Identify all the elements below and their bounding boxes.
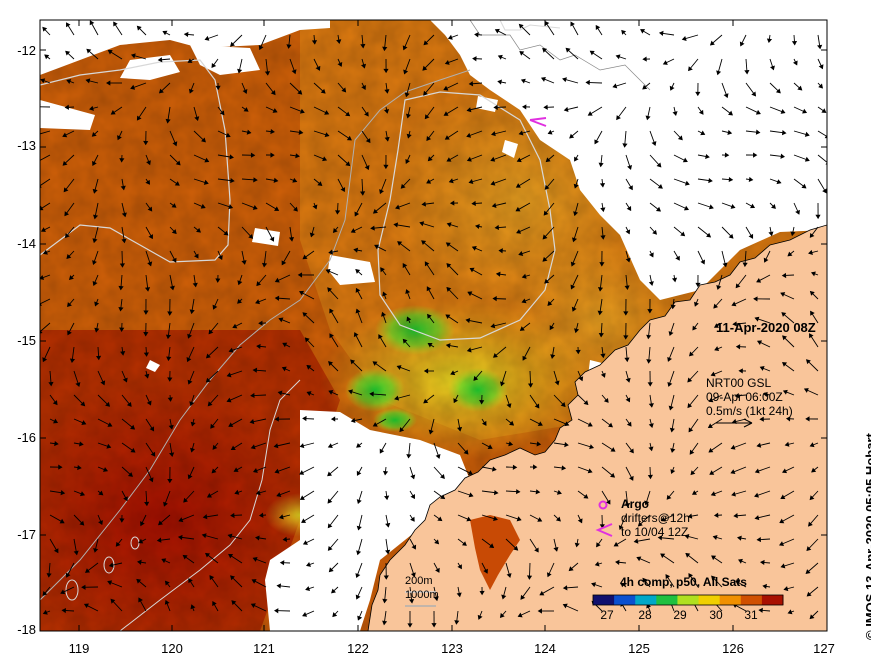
imos-credit: © IMOS 13-Apr-2020 05:05 Hobart [863, 433, 871, 640]
colorbar-tick: 27 [592, 608, 622, 622]
drifter-legend-line: drifters@12h [621, 511, 690, 525]
lat-tick-label: -12 [6, 43, 36, 58]
current-vector-head [36, 160, 40, 163]
lat-tick-label: -15 [6, 333, 36, 348]
colorbar-segment [593, 595, 615, 605]
current-legend-line: 0.5m/s (1kt 24h) [706, 404, 793, 418]
lon-tick-label: 121 [244, 641, 284, 656]
lon-tick-label: 125 [619, 641, 659, 656]
lon-tick-label: 123 [432, 641, 472, 656]
argo-label: Argo [621, 497, 649, 511]
lon-tick-label: 124 [525, 641, 565, 656]
map-plot-area [0, 20, 830, 660]
colorbar [593, 595, 784, 605]
date-label: 11-Apr-2020 08Z [716, 320, 816, 335]
current-legend-line: 09-Apr 06:00Z [706, 390, 783, 404]
colorbar-segment [720, 595, 742, 605]
lon-tick-label: 122 [338, 641, 378, 656]
colorbar-tick: 30 [701, 608, 731, 622]
lon-tick-label: 126 [713, 641, 753, 656]
colorbar-tick: 31 [736, 608, 766, 622]
drifter-legend-line: to 10/04 12Z [621, 525, 688, 539]
colorbar-segment [762, 595, 784, 605]
lon-tick-label: 120 [152, 641, 192, 656]
lat-tick-label: -17 [6, 527, 36, 542]
colorbar-title: 4h comp, p50, All Sats [620, 575, 747, 589]
colorbar-segment [677, 595, 699, 605]
lon-tick-label: 119 [59, 641, 99, 656]
isobath-200-label: 200m [405, 575, 433, 587]
colorbar-tick: 29 [665, 608, 695, 622]
current-vector-head [35, 133, 38, 136]
colorbar-tick: 28 [630, 608, 660, 622]
current-legend-line: NRT00 GSL [706, 376, 771, 390]
lat-tick-label: -16 [6, 430, 36, 445]
lat-tick-label: -13 [6, 138, 36, 153]
lat-tick-label: -14 [6, 236, 36, 251]
lon-tick-label: 127 [804, 641, 844, 656]
colorbar-segment [741, 595, 763, 605]
colorbar-segment [635, 595, 657, 605]
colorbar-segment [699, 595, 721, 605]
isobath-1000-label: 1000m [405, 589, 439, 601]
lat-tick-label: -18 [6, 622, 36, 637]
colorbar-segment [656, 595, 678, 605]
colorbar-segment [614, 595, 636, 605]
